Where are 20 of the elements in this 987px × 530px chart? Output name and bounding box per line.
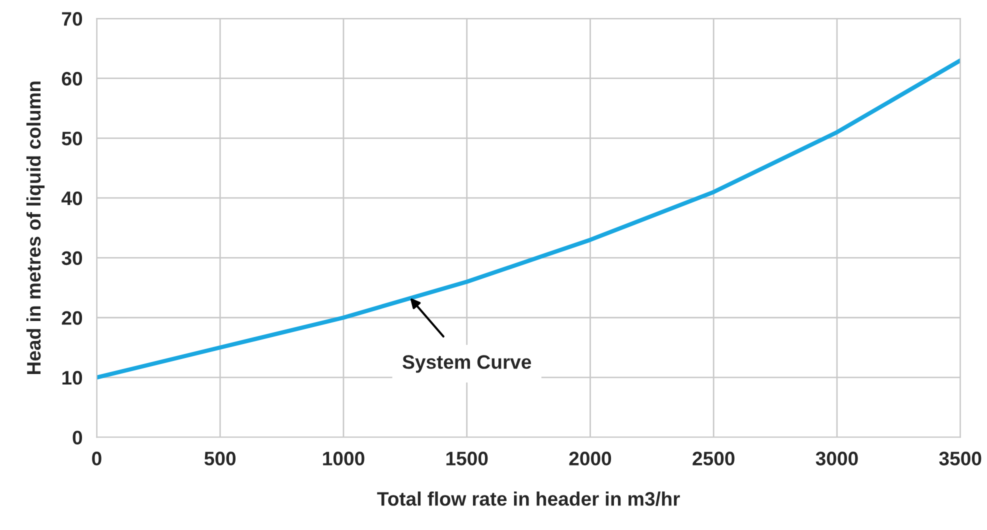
x-tick-label: 2000 — [569, 452, 612, 466]
y-tick-label: 50 — [62, 132, 82, 146]
y-axis-title: Head in metres of liquid column — [26, 82, 45, 374]
line-series — [96, 58, 960, 380]
x-axis-title: Total flow rate in header in m3/hr — [377, 491, 680, 506]
y-tick-label: 60 — [62, 72, 82, 86]
y-tick-label: 70 — [62, 12, 82, 26]
x-tick-label: 0 — [92, 452, 102, 466]
y-tick-label: 10 — [62, 370, 82, 385]
x-tick-label: 500 — [204, 452, 236, 466]
x-tick-label: 3000 — [816, 452, 858, 466]
y-tick-label: 40 — [62, 191, 82, 206]
annotation: System Curve — [402, 355, 532, 373]
y-tick-label: 30 — [62, 251, 82, 266]
y-tick-label: 0 — [72, 430, 82, 444]
x-tick-label: 2500 — [692, 452, 734, 466]
x-tick-label: 1000 — [323, 452, 364, 466]
x-tick-label: 1500 — [446, 452, 488, 466]
y-tick-label: 20 — [62, 311, 82, 325]
x-tick-label: 3500 — [939, 452, 982, 466]
